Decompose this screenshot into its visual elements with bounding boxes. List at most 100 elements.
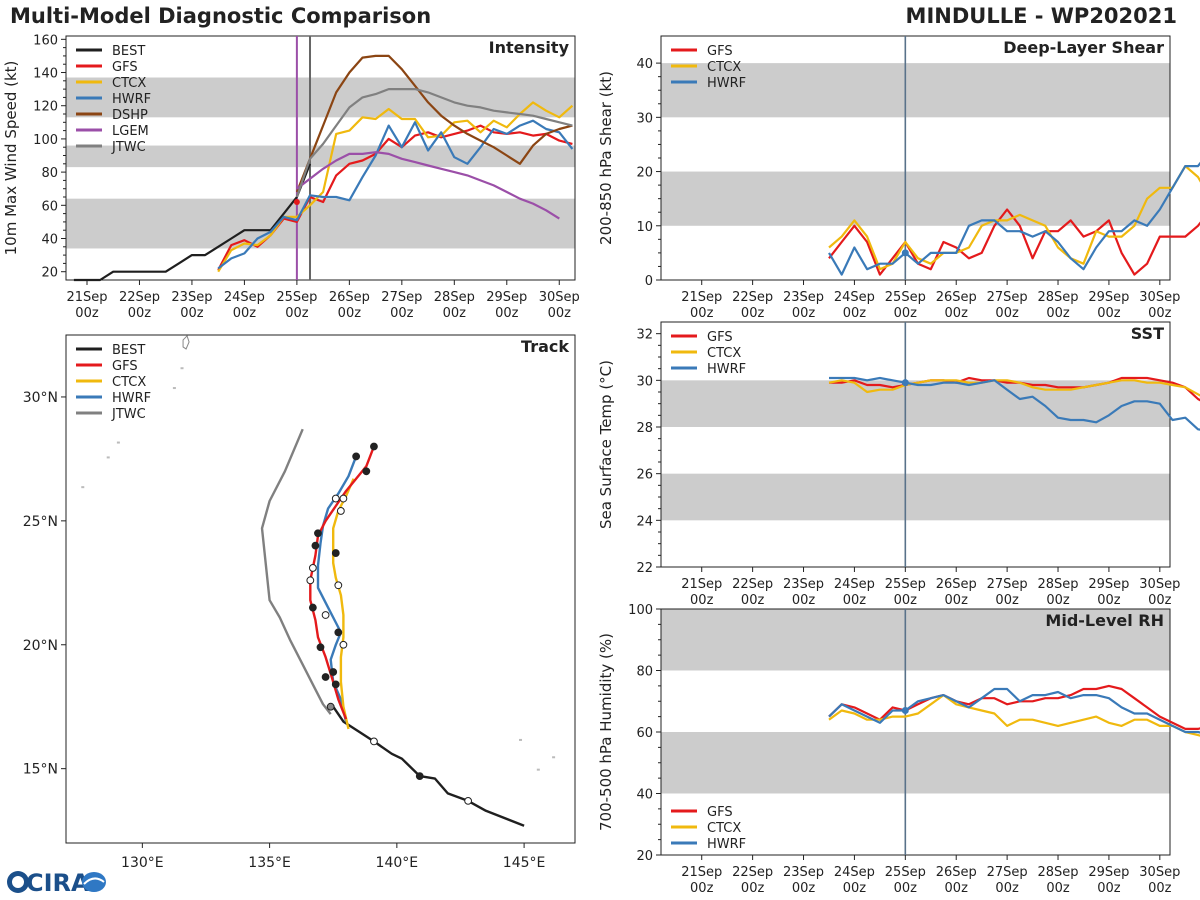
storm-name: MINDULLE - WP202021 — [905, 4, 1177, 28]
track-marker-ctcx — [329, 668, 338, 676]
intensity-ytick-label: 40 — [41, 233, 58, 248]
rh-band — [661, 609, 1170, 671]
shear-xtick-hour: 00z — [1046, 306, 1070, 321]
rh-xtick-day: 21Sep — [681, 865, 722, 880]
intensity-xtick-day: 22Sep — [119, 290, 160, 305]
track-xtick-label: 140°E — [376, 855, 419, 871]
track-xtick-label: 145°E — [503, 855, 546, 871]
rh-ytick-label: 40 — [636, 788, 653, 803]
rh-xtick-hour: 00z — [1148, 881, 1172, 896]
rh-ytick-label: 80 — [636, 665, 653, 680]
sst-xtick-day: 28Sep — [1037, 577, 1078, 592]
intensity-legend-label-lgem: LGEM — [112, 124, 149, 139]
track-marker-hwrf — [331, 680, 340, 689]
intensity-line-dshp — [295, 54, 573, 193]
intensity-title: Intensity — [489, 38, 570, 57]
intensity-xtick-hour: 00z — [548, 306, 572, 321]
track-legend-label-best: BEST — [112, 343, 145, 358]
track-marker-gfs — [314, 529, 322, 538]
rh-xtick-day: 29Sep — [1088, 865, 1129, 880]
rh-xtick-day: 25Sep — [885, 865, 926, 880]
track-coastline — [182, 335, 190, 350]
sst-legend-label-gfs: GFS — [707, 330, 733, 345]
track-line-jtwc — [260, 428, 332, 715]
track-marker-hwrf — [352, 452, 361, 461]
intensity-xtick-hour: 00z — [338, 306, 362, 321]
intensity-xtick-hour: 00z — [390, 306, 414, 321]
intensity-xtick-hour: 00z — [180, 306, 204, 321]
track-marker-hwrf — [331, 494, 340, 503]
intensity-xtick-day: 27Sep — [381, 290, 422, 305]
shear-xtick-day: 29Sep — [1088, 290, 1129, 305]
intensity-xtick-day: 29Sep — [486, 290, 527, 305]
shear-xtick-hour: 00z — [741, 306, 765, 321]
sst-xtick-day: 25Sep — [885, 577, 926, 592]
track-legend-label-ctcx: CTCX — [112, 375, 146, 390]
shear-line-ctcx — [828, 165, 1200, 271]
rh-line-hwrf — [828, 687, 1200, 734]
track-ytick-label: 15°N — [23, 762, 58, 778]
rh-line-ctcx — [828, 693, 1200, 737]
track-marker-ctcx — [331, 549, 340, 557]
shear-legend-label-hwrf: HWRF — [707, 76, 746, 91]
sst-ytick-label: 30 — [636, 374, 653, 389]
shear-band — [661, 171, 1170, 226]
sst-xtick-day: 30Sep — [1139, 577, 1180, 592]
intensity-ytick-label: 100 — [33, 133, 58, 148]
rh-xtick-hour: 00z — [843, 881, 867, 896]
track-marker-gfs — [308, 603, 317, 612]
intensity-xtick-day: 23Sep — [171, 290, 212, 305]
rh-xtick-hour: 00z — [995, 881, 1019, 896]
intensity-ytick-label: 120 — [33, 100, 58, 115]
intensity-legend-label-jtwc: JTWC — [111, 140, 146, 155]
intensity-xtick-hour: 00z — [128, 306, 152, 321]
sst-xtick-hour: 00z — [995, 593, 1019, 608]
shear-ytick-label: 30 — [636, 111, 653, 126]
sst-init-marker — [901, 379, 909, 387]
track-marker-best — [415, 772, 424, 780]
rh-xtick-hour: 00z — [690, 881, 714, 896]
shear-xtick-hour: 00z — [1097, 306, 1121, 321]
intensity-line-jtwc — [295, 87, 573, 198]
intensity-legend-label-hwrf: HWRF — [112, 92, 151, 107]
sst-band — [661, 473, 1170, 521]
sst-frame — [660, 321, 1171, 568]
track-island — [552, 756, 556, 759]
rh-xtick-hour: 00z — [1097, 881, 1121, 896]
sst-ytick-label: 28 — [636, 421, 653, 436]
shear-xtick-hour: 00z — [792, 306, 816, 321]
track-marker-jtwc — [326, 702, 335, 711]
shear-xtick-day: 30Sep — [1139, 290, 1180, 305]
intensity-xtick-day: 28Sep — [434, 290, 475, 305]
shear-xtick-day: 24Sep — [834, 290, 875, 305]
shear-xtick-hour: 00z — [843, 306, 867, 321]
intensity-ytick-label: 140 — [33, 67, 58, 82]
sst-line-ctcx — [828, 379, 1200, 397]
shear-ylabel: 200-850 hPa Shear (kt) — [597, 71, 615, 245]
cira-logo-icon: CIRA — [7, 869, 106, 897]
intensity-band — [66, 145, 575, 168]
sst-xtick-hour: 00z — [1046, 593, 1070, 608]
sst-line-hwrf — [829, 376, 1200, 431]
rh-xtick-day: 24Sep — [834, 865, 875, 880]
logo-text: CIRA — [26, 869, 90, 897]
intensity-init-marker — [293, 198, 300, 205]
intensity-legend-label-gfs: GFS — [112, 60, 138, 75]
track-marker-gfs — [306, 576, 315, 585]
sst-ytick-label: 22 — [636, 561, 653, 576]
rh-title: Mid-Level RH — [1045, 611, 1164, 630]
track-marker-gfs — [370, 442, 378, 451]
sst-ytick-label: 24 — [636, 514, 653, 529]
rh-xtick-hour: 00z — [792, 881, 816, 896]
intensity-band — [66, 198, 575, 249]
intensity-legend-label-dshp: DSHP — [112, 108, 148, 123]
intensity-ytick-label: 20 — [41, 266, 58, 281]
rh-xtick-day: 30Sep — [1139, 865, 1180, 880]
track-xtick-label: 135°E — [248, 855, 291, 871]
track-frame — [65, 334, 576, 844]
track-marker-hwrf — [334, 628, 343, 637]
track-ytick-label: 20°N — [23, 638, 58, 654]
shear-xtick-hour: 00z — [1148, 306, 1172, 321]
track-island — [137, 411, 141, 414]
track-line-best — [332, 706, 525, 827]
